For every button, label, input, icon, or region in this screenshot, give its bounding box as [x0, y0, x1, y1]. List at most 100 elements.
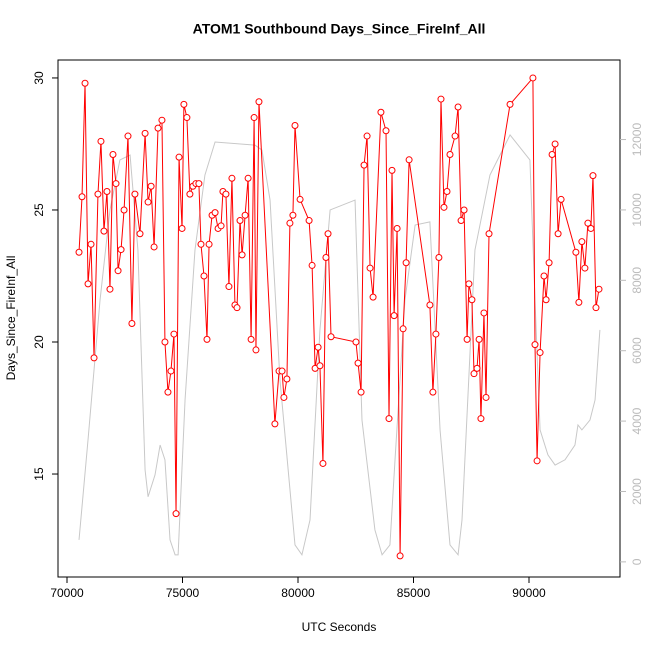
data-point — [286, 219, 294, 227]
data-point — [460, 206, 468, 214]
x-tick-label: 75000 — [166, 586, 200, 600]
y2-tick-label: 12000 — [630, 123, 644, 157]
data-point — [131, 190, 139, 198]
data-point — [167, 367, 175, 375]
data-point — [141, 129, 149, 137]
data-point — [432, 330, 440, 338]
data-point — [366, 264, 374, 272]
data-point — [399, 325, 407, 333]
data-point — [531, 341, 539, 349]
data-point — [405, 156, 413, 164]
x-tick-label: 80000 — [281, 586, 315, 600]
x-axis-label: UTC Seconds — [302, 620, 377, 634]
data-point — [581, 264, 589, 272]
y2-tick-label: 8000 — [630, 267, 644, 294]
data-point — [548, 151, 556, 159]
data-point — [385, 415, 393, 423]
data-point — [296, 195, 304, 203]
data-point — [473, 364, 481, 372]
data-point — [197, 240, 205, 248]
data-point — [545, 259, 553, 267]
data-line — [78, 76, 600, 556]
data-line — [78, 134, 601, 557]
data-point — [180, 100, 188, 108]
y-tick-label: 25 — [32, 203, 46, 217]
data-point — [164, 388, 172, 396]
data-point — [289, 211, 297, 219]
data-point — [475, 335, 483, 343]
plot-frame — [57, 59, 621, 578]
data-point — [382, 127, 390, 135]
data-point — [170, 330, 178, 338]
data-point — [557, 195, 565, 203]
data-point — [205, 240, 213, 248]
chart-title: ATOM1 Southbound Days_Since_FireInf_All — [193, 21, 486, 37]
data-point — [584, 219, 592, 227]
data-point — [352, 338, 360, 346]
data-point — [477, 415, 485, 423]
data-point — [278, 367, 286, 375]
data-point — [178, 224, 186, 232]
data-point — [78, 193, 86, 201]
data-point — [575, 298, 583, 306]
data-point — [103, 187, 111, 195]
data-point — [393, 224, 401, 232]
data-point — [443, 187, 451, 195]
data-point — [457, 217, 465, 225]
y2-tick-label: 2000 — [630, 478, 644, 505]
data-point — [250, 114, 258, 122]
data-point — [100, 227, 108, 235]
data-point — [357, 388, 365, 396]
data-point — [485, 230, 493, 238]
data-point — [247, 335, 255, 343]
data-point — [437, 95, 445, 103]
data-point — [255, 98, 263, 106]
data-point — [109, 151, 117, 159]
data-point — [360, 161, 368, 169]
data-point — [147, 182, 155, 190]
data-point — [377, 108, 385, 116]
data-point — [595, 285, 603, 293]
data-point — [480, 309, 488, 317]
data-point — [172, 510, 180, 518]
data-point — [217, 222, 225, 230]
data-point — [195, 180, 203, 188]
data-point — [228, 174, 236, 182]
data-point — [470, 370, 478, 378]
data-point — [388, 166, 396, 174]
data-point — [468, 296, 476, 304]
data-point — [241, 211, 249, 219]
data-point — [183, 114, 191, 122]
data-point — [319, 459, 327, 467]
data-point — [144, 198, 152, 206]
data-point — [97, 137, 105, 145]
y2-tick-label: 0 — [630, 558, 644, 565]
data-point — [114, 267, 122, 275]
y-axis-label: Days_Since_FireInf_All — [4, 256, 18, 381]
data-point — [283, 375, 291, 383]
data-point — [572, 248, 580, 256]
data-point — [322, 254, 330, 262]
data-point — [158, 116, 166, 124]
x-tick-label: 70000 — [50, 586, 84, 600]
data-point — [200, 272, 208, 280]
data-point — [369, 293, 377, 301]
data-point — [84, 280, 92, 288]
data-point — [90, 354, 98, 362]
data-point — [592, 304, 600, 312]
data-point — [446, 151, 454, 159]
data-point — [236, 217, 244, 225]
data-point — [396, 552, 404, 560]
data-point — [117, 246, 125, 254]
data-point — [175, 153, 183, 161]
data-point — [280, 393, 288, 401]
data-point — [536, 349, 544, 357]
data-point — [305, 217, 313, 225]
data-point — [533, 457, 541, 465]
data-point — [465, 280, 473, 288]
data-point — [551, 140, 559, 148]
data-point — [222, 190, 230, 198]
data-point — [225, 283, 233, 291]
data-point — [120, 206, 128, 214]
data-point — [429, 388, 437, 396]
